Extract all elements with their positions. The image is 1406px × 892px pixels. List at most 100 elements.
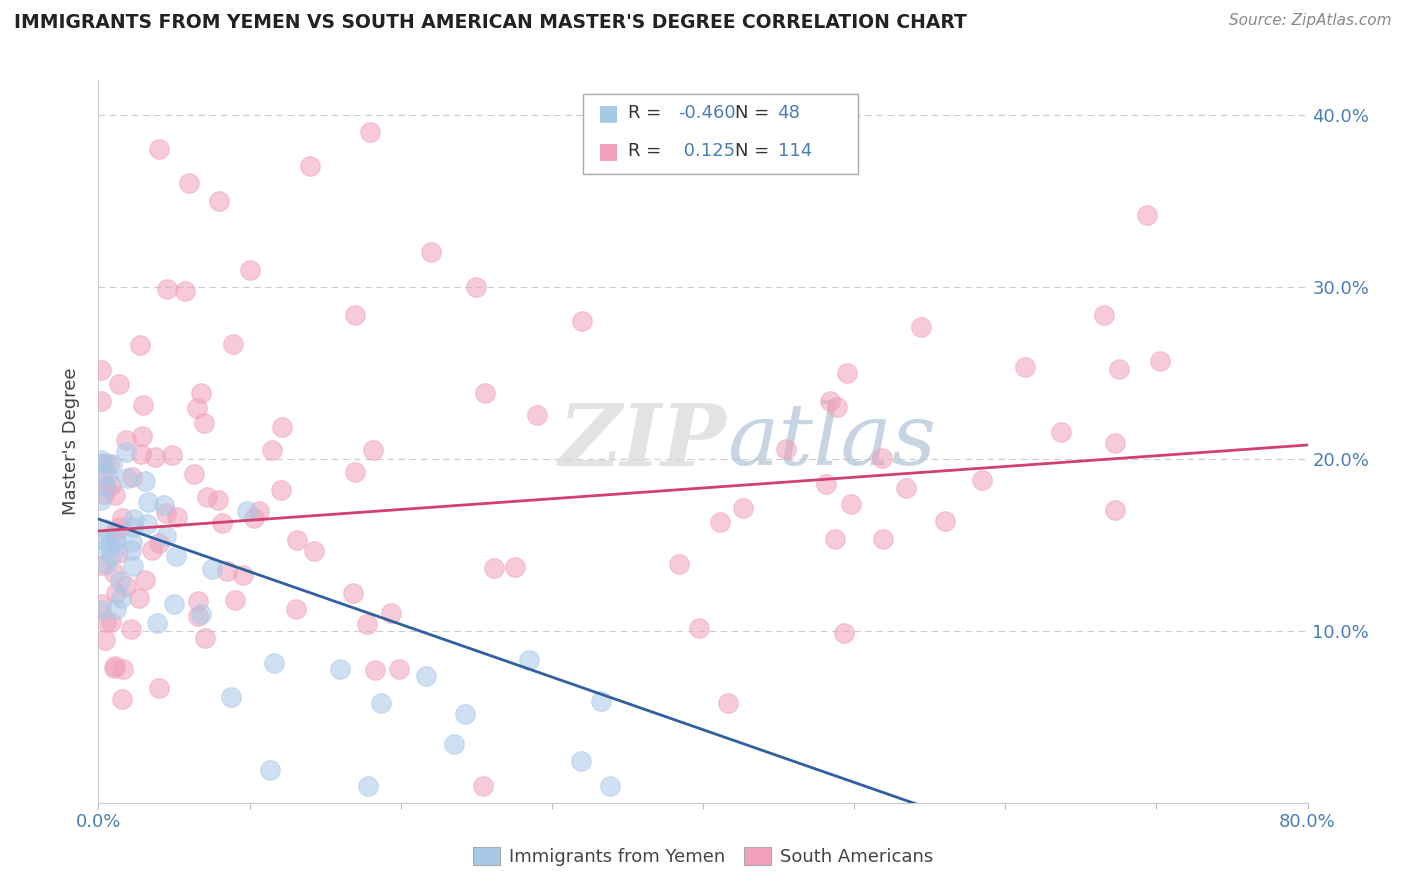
Point bbox=[166, 509, 188, 524]
Point bbox=[134, 573, 156, 587]
Point bbox=[122, 511, 145, 525]
Point bbox=[709, 516, 731, 530]
Text: R =: R = bbox=[628, 104, 668, 122]
Point bbox=[247, 504, 270, 518]
Point bbox=[114, 579, 136, 593]
Point bbox=[260, 442, 283, 457]
Point bbox=[148, 536, 170, 550]
Point bbox=[131, 398, 153, 412]
Point bbox=[90, 362, 112, 376]
Point bbox=[1149, 354, 1171, 368]
Point bbox=[484, 561, 506, 575]
Point bbox=[910, 320, 932, 334]
Point bbox=[179, 177, 201, 191]
Point bbox=[232, 568, 254, 582]
Point bbox=[1050, 425, 1073, 440]
Text: atlas: atlas bbox=[727, 401, 936, 483]
Point bbox=[100, 538, 122, 552]
Point bbox=[90, 597, 112, 611]
Point bbox=[775, 442, 797, 456]
Point bbox=[163, 597, 186, 611]
Point bbox=[160, 448, 183, 462]
Point bbox=[104, 585, 127, 599]
Point bbox=[190, 607, 212, 621]
Point bbox=[121, 534, 143, 549]
Point bbox=[270, 419, 292, 434]
Point bbox=[110, 591, 132, 606]
Point bbox=[263, 657, 285, 671]
Point bbox=[145, 615, 167, 630]
Point bbox=[100, 548, 122, 562]
Point bbox=[591, 694, 613, 708]
Point bbox=[131, 428, 153, 442]
Text: ■: ■ bbox=[598, 141, 619, 161]
Point bbox=[122, 520, 145, 534]
Point bbox=[97, 458, 120, 472]
Point bbox=[356, 616, 378, 631]
Point bbox=[360, 125, 382, 139]
Point bbox=[201, 562, 224, 576]
Text: N =: N = bbox=[735, 104, 775, 122]
Point bbox=[415, 669, 437, 683]
Point bbox=[824, 532, 846, 546]
Point bbox=[93, 477, 115, 491]
Point bbox=[90, 394, 112, 409]
Point bbox=[107, 546, 129, 560]
Point bbox=[122, 558, 145, 573]
Point bbox=[90, 602, 112, 616]
Point bbox=[96, 540, 118, 554]
Point bbox=[215, 564, 238, 578]
Point bbox=[104, 533, 127, 547]
Point bbox=[90, 453, 112, 467]
Point bbox=[388, 662, 411, 676]
Point bbox=[90, 457, 112, 471]
Point bbox=[599, 779, 621, 793]
Point bbox=[105, 601, 128, 615]
Point bbox=[186, 401, 208, 416]
Point bbox=[503, 560, 526, 574]
Point bbox=[93, 487, 115, 501]
Point bbox=[224, 593, 246, 607]
Point bbox=[471, 779, 494, 793]
Point bbox=[120, 543, 142, 558]
Point bbox=[526, 408, 548, 422]
Point bbox=[93, 456, 115, 470]
Point bbox=[128, 591, 150, 605]
Point bbox=[104, 658, 127, 673]
Point bbox=[136, 516, 159, 531]
Text: Source: ZipAtlas.com: Source: ZipAtlas.com bbox=[1229, 13, 1392, 29]
Point bbox=[155, 529, 177, 543]
Text: ■: ■ bbox=[598, 103, 619, 123]
Point bbox=[571, 314, 593, 328]
Text: ZIP: ZIP bbox=[560, 400, 727, 483]
Point bbox=[190, 386, 212, 401]
Point bbox=[1108, 362, 1130, 376]
Point bbox=[115, 471, 138, 485]
Point bbox=[208, 194, 231, 208]
Point bbox=[839, 497, 862, 511]
Point bbox=[143, 450, 166, 464]
Point bbox=[187, 609, 209, 624]
Point bbox=[1014, 360, 1036, 375]
Point bbox=[94, 523, 117, 537]
Point bbox=[972, 473, 994, 487]
Point bbox=[688, 621, 710, 635]
Point bbox=[243, 511, 266, 525]
Point bbox=[136, 494, 159, 508]
Point bbox=[517, 653, 540, 667]
Point bbox=[148, 142, 170, 156]
Point bbox=[197, 490, 219, 504]
Point bbox=[94, 557, 117, 571]
Point bbox=[380, 606, 402, 620]
Point bbox=[1136, 208, 1159, 222]
Point bbox=[187, 594, 209, 608]
Point bbox=[107, 376, 129, 391]
Point bbox=[731, 500, 754, 515]
Point bbox=[344, 308, 367, 322]
Point bbox=[211, 516, 233, 531]
Point bbox=[832, 626, 855, 640]
Point bbox=[129, 338, 152, 352]
Point bbox=[129, 447, 152, 461]
Point bbox=[569, 754, 592, 768]
Point bbox=[114, 445, 136, 459]
